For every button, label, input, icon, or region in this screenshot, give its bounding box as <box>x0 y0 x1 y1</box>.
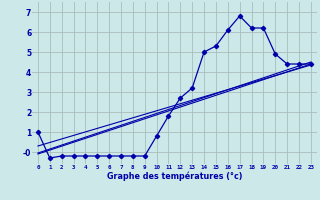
X-axis label: Graphe des températures (°c): Graphe des températures (°c) <box>107 171 242 181</box>
